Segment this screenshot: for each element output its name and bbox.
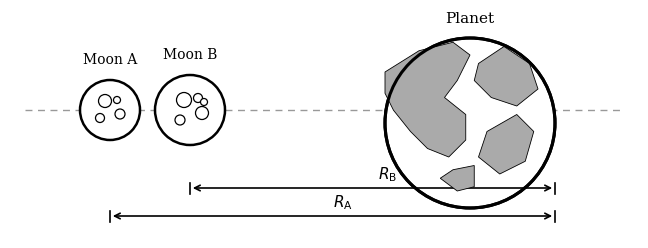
Circle shape xyxy=(80,80,140,140)
Ellipse shape xyxy=(200,98,207,105)
Text: $R_\mathrm{A}$: $R_\mathrm{A}$ xyxy=(332,193,353,212)
Polygon shape xyxy=(474,46,538,106)
Text: Moon A: Moon A xyxy=(83,53,137,67)
Circle shape xyxy=(155,75,225,145)
Ellipse shape xyxy=(176,93,192,107)
Circle shape xyxy=(385,38,555,208)
Ellipse shape xyxy=(194,93,202,102)
Ellipse shape xyxy=(113,96,121,103)
Polygon shape xyxy=(478,115,534,174)
Text: Moon B: Moon B xyxy=(163,48,217,62)
Text: $R_\mathrm{B}$: $R_\mathrm{B}$ xyxy=(378,165,397,184)
Text: Planet: Planet xyxy=(445,12,494,26)
Ellipse shape xyxy=(196,106,209,120)
Ellipse shape xyxy=(115,109,125,119)
Ellipse shape xyxy=(98,94,111,107)
Ellipse shape xyxy=(175,115,185,125)
Polygon shape xyxy=(440,165,474,191)
Polygon shape xyxy=(385,42,470,157)
Ellipse shape xyxy=(95,114,104,123)
